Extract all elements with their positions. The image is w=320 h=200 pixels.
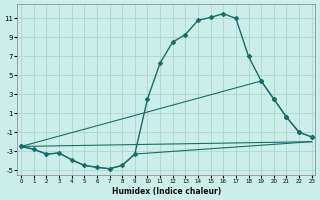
X-axis label: Humidex (Indice chaleur): Humidex (Indice chaleur) (112, 187, 221, 196)
